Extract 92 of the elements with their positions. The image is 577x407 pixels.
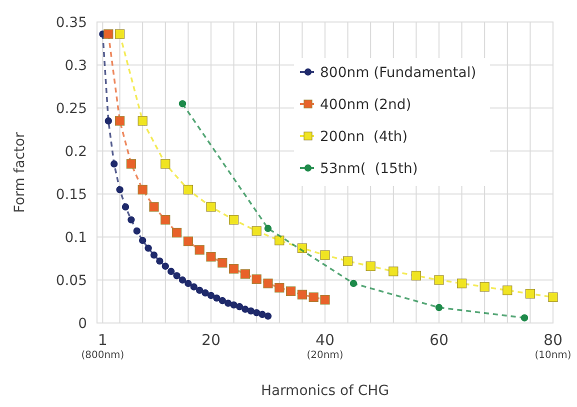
point [224, 300, 232, 307]
point [172, 228, 182, 238]
point [218, 258, 228, 268]
point [525, 288, 535, 299]
point [320, 294, 330, 305]
y-tick-label: 0.15 [56, 186, 87, 203]
point [229, 264, 239, 274]
point [110, 160, 118, 168]
point [297, 290, 307, 300]
x-tick-label: 40 (20nm) [306, 331, 344, 361]
y-tick-label: 0.25 [56, 100, 87, 117]
point [320, 250, 330, 260]
x-axis-title: Harmonics of CHG [260, 383, 390, 399]
point [104, 29, 114, 39]
point [308, 292, 318, 302]
x-tick-label: 80 (10nm) [534, 331, 572, 361]
point [502, 286, 512, 296]
point [122, 203, 130, 210]
point [150, 251, 158, 259]
y-tick-label: 0.3 [64, 58, 87, 74]
point [116, 186, 124, 194]
point [160, 159, 170, 169]
point [274, 236, 284, 246]
point [139, 236, 146, 244]
point [178, 100, 186, 108]
point [190, 283, 198, 290]
point [196, 286, 204, 294]
point [258, 310, 266, 318]
legend-label: 800nm (Fundamental) [320, 64, 476, 81]
point [178, 276, 186, 284]
point [350, 280, 358, 288]
point [242, 306, 249, 313]
legend-label: 200nn (4th) [320, 128, 408, 145]
y-tick-label: 0.35 [56, 14, 87, 31]
point [104, 117, 112, 124]
point [138, 184, 148, 194]
point [218, 297, 226, 304]
point [286, 286, 296, 296]
point [128, 216, 135, 224]
y-axis-title: Form factor [12, 132, 28, 213]
point [230, 301, 238, 309]
y-tick-label: 0.05 [56, 272, 87, 289]
point [411, 270, 421, 280]
x-tick-label: 60 [429, 331, 449, 349]
point [213, 294, 220, 302]
point [138, 116, 148, 126]
y-tick-label: 0.1 [64, 230, 87, 246]
point [202, 289, 209, 296]
point [149, 202, 159, 212]
point [435, 304, 443, 312]
legend-label: 53nm( (15th) [320, 160, 418, 177]
point [168, 268, 175, 275]
point [183, 184, 193, 194]
point [206, 252, 216, 262]
point [173, 272, 180, 280]
point [343, 256, 353, 266]
point [264, 312, 272, 320]
point [183, 236, 193, 246]
point [115, 116, 125, 126]
point [252, 274, 262, 284]
point [115, 29, 125, 39]
y-tick-label: 0 [78, 316, 87, 332]
point [194, 245, 204, 255]
point [229, 215, 239, 225]
x-tick-label: 1 (800nm) [81, 331, 124, 361]
legend-label: 400nm (2nd) [320, 96, 412, 113]
point [264, 224, 272, 232]
point [480, 282, 490, 292]
point [184, 280, 192, 288]
point [253, 309, 260, 316]
y-tick-label: 0.2 [64, 144, 87, 160]
point [160, 215, 170, 225]
point [366, 261, 376, 272]
point [236, 303, 244, 310]
point [548, 292, 558, 302]
point [240, 269, 250, 279]
point [520, 314, 528, 322]
point [388, 266, 398, 276]
point [126, 159, 136, 169]
point [207, 292, 215, 300]
point [252, 226, 262, 236]
point [434, 275, 444, 285]
point [156, 257, 164, 265]
point [457, 278, 467, 288]
point [274, 282, 284, 293]
point [133, 227, 140, 235]
point [263, 278, 273, 288]
point [247, 307, 254, 315]
point [162, 262, 169, 270]
x-tick-label: 20 [201, 331, 221, 349]
point [206, 202, 216, 212]
point [144, 244, 152, 252]
